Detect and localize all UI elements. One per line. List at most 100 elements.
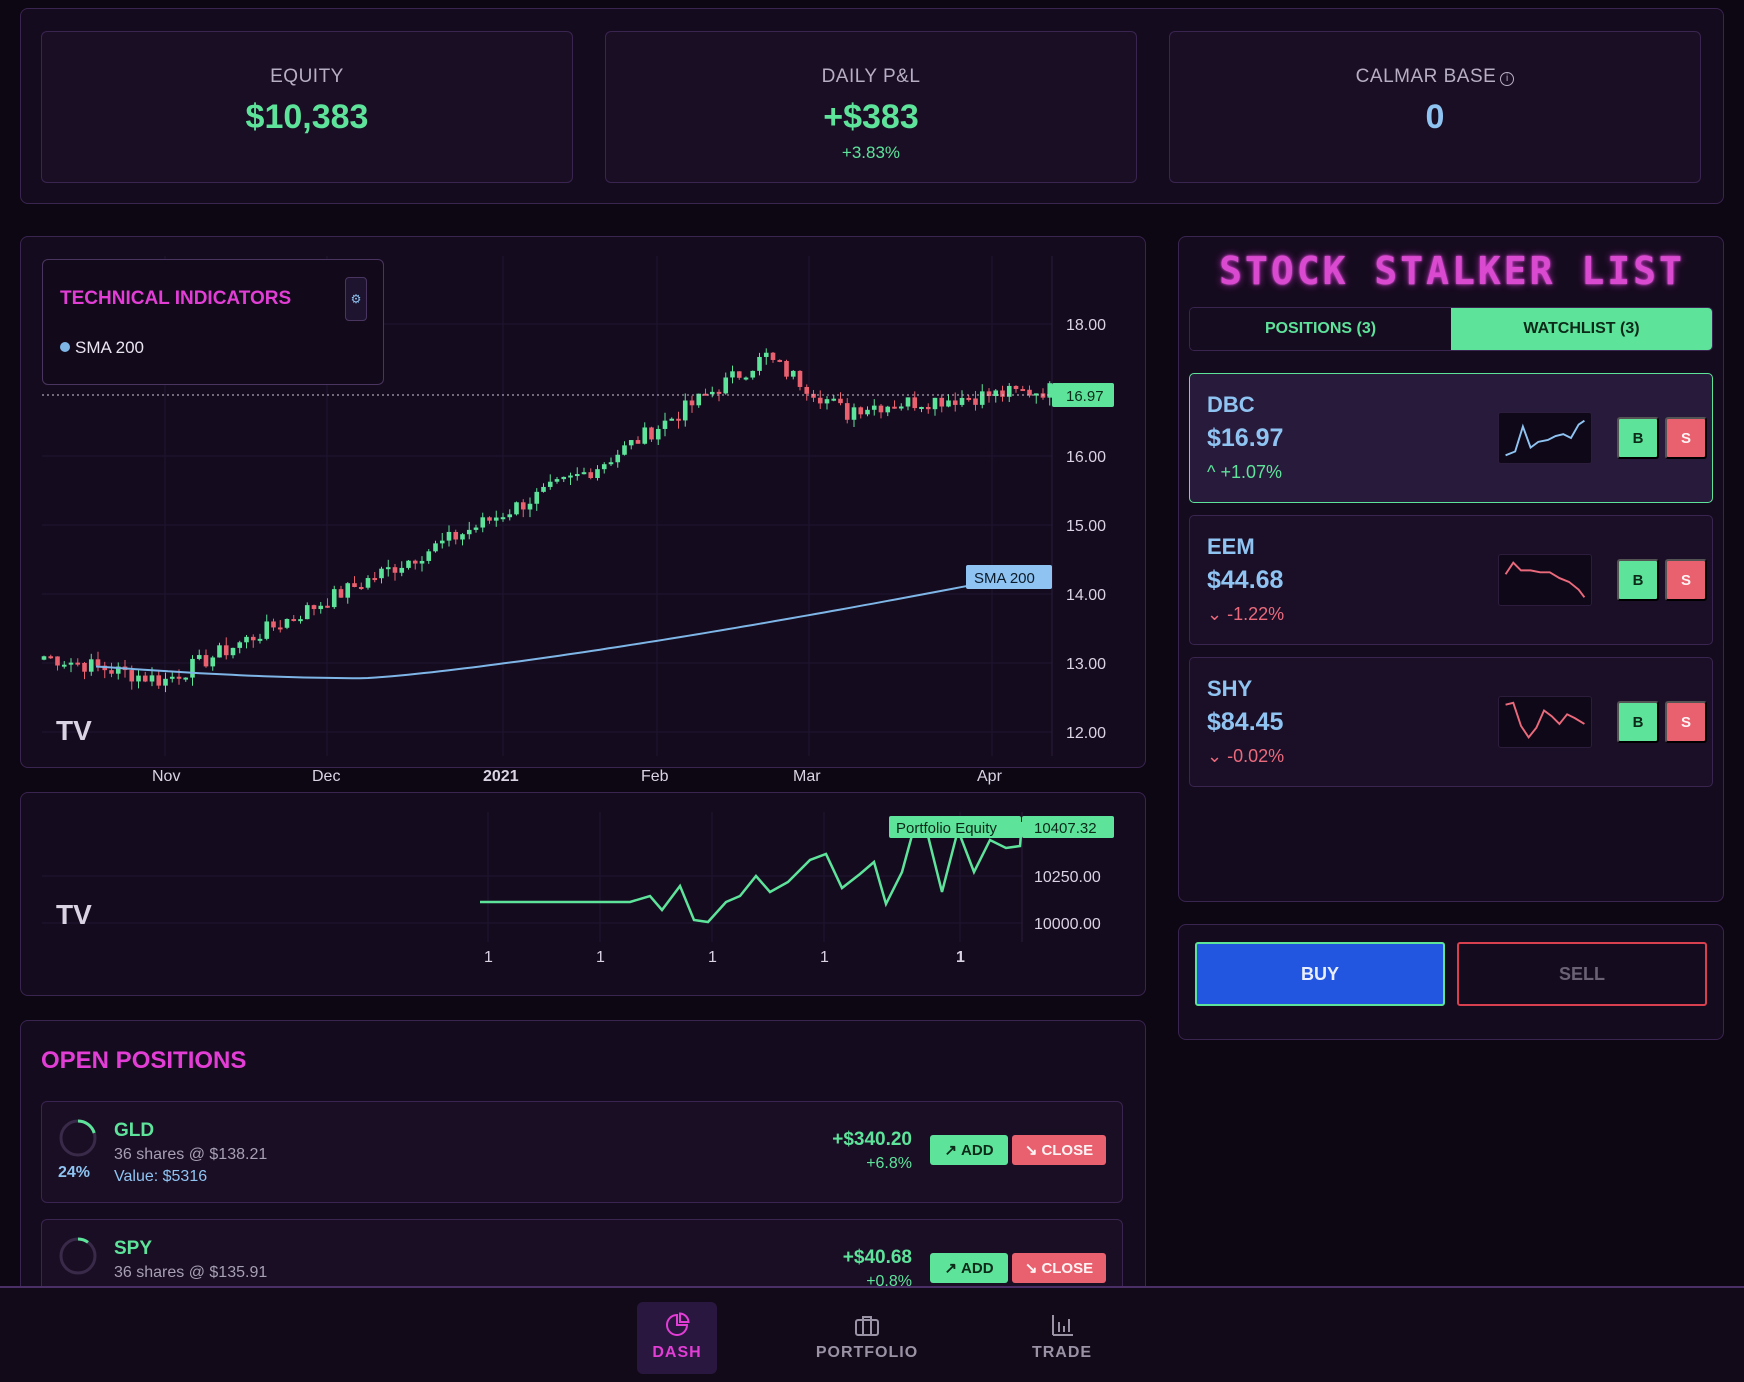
tradingview-logo-icon: TV <box>56 715 92 746</box>
stalker-tabs: POSITIONS (3) WATCHLIST (3) <box>1189 307 1713 351</box>
bar-chart-icon <box>1052 1315 1073 1336</box>
equity-series-label: Portfolio Equity <box>896 820 997 837</box>
position-row-gld[interactable]: 24% GLD 36 shares @ $138.21 Value: $5316… <box>41 1101 1123 1203</box>
stats-bar: EQUITY $10,383 DAILY P&L +$383 +3.83% CA… <box>20 8 1724 204</box>
sma-200-legend[interactable]: SMA 200 <box>60 338 144 358</box>
arrow-down-icon: ⌄ <box>1207 746 1223 766</box>
add-button[interactable]: ↗ ADD <box>930 1253 1008 1283</box>
watch-change-value: -1.22% <box>1227 604 1285 624</box>
watch-change: ^ +1.07% <box>1207 462 1282 483</box>
watchlist-item-eem[interactable]: EEM $44.68 ⌄ -1.22% B S <box>1189 515 1713 645</box>
watch-change: ⌄ -0.02% <box>1207 746 1284 767</box>
watch-change: ⌄ -1.22% <box>1207 604 1284 625</box>
buy-button[interactable]: BUY <box>1195 942 1445 1006</box>
daily-pnl-label: DAILY P&L <box>821 66 921 87</box>
y-tick: 10000.00 <box>1034 916 1101 933</box>
equity-last-value-tag <box>1022 816 1114 838</box>
portfolio-equity-line <box>480 821 1024 924</box>
equity-chart[interactable]: Portfolio Equity 10407.32 10250.00 10000… <box>20 792 1146 996</box>
order-panel: BUY SELL <box>1178 924 1724 1040</box>
gear-icon[interactable]: ⚙ <box>345 277 367 321</box>
trending-down-icon: ↘ <box>1024 1142 1038 1159</box>
position-pnl: +$40.68 <box>842 1247 912 1268</box>
quick-sell-button[interactable]: S <box>1665 559 1707 601</box>
position-symbol: SPY <box>114 1238 153 1259</box>
info-icon[interactable]: i <box>1500 72 1515 86</box>
quick-sell-button[interactable]: S <box>1665 417 1707 459</box>
position-symbol: GLD <box>114 1120 155 1141</box>
tradingview-logo-icon: TV <box>56 899 92 930</box>
nav-trade[interactable]: TRADE <box>1022 1302 1102 1374</box>
trending-down-icon: ↘ <box>1024 1260 1038 1277</box>
position-shares: 36 shares @ $135.91 <box>114 1264 268 1281</box>
equity-value: $10,383 <box>245 98 369 136</box>
daily-pnl-percent: +3.83% <box>841 143 901 162</box>
trending-up-icon: ↗ <box>944 1260 958 1277</box>
current-price-label: 16.97 <box>1066 388 1104 405</box>
calmar-value: 0 <box>1425 98 1445 136</box>
position-pnl-percent: +0.8% <box>866 1273 912 1290</box>
watchlist-item-shy[interactable]: SHY $84.45 ⌄ -0.02% B S <box>1189 657 1713 787</box>
equity-card: EQUITY $10,383 <box>41 31 573 183</box>
close-label: CLOSE <box>1041 1259 1094 1277</box>
sell-button[interactable]: SELL <box>1457 942 1707 1006</box>
quick-buy-button[interactable]: B <box>1617 701 1659 743</box>
x-tick: Feb <box>641 768 669 785</box>
sparkline <box>1498 554 1592 606</box>
y-tick: 13.00 <box>1066 656 1106 673</box>
watch-change-value: -0.02% <box>1227 746 1285 766</box>
nav-dash[interactable]: DASH <box>637 1302 717 1374</box>
sma-tag-label: SMA 200 <box>974 570 1035 587</box>
watchlist-item-dbc[interactable]: DBC $16.97 ^ +1.07% B S <box>1189 373 1713 503</box>
y-tick: 18.00 <box>1066 317 1106 334</box>
watch-price: $16.97 <box>1207 424 1284 452</box>
x-tick: Nov <box>152 768 180 785</box>
y-tick: 12.00 <box>1066 725 1106 742</box>
daily-pnl-card: DAILY P&L +$383 +3.83% <box>605 31 1137 183</box>
close-button[interactable]: ↘ CLOSE <box>1012 1135 1106 1165</box>
arrow-down-icon: ⌄ <box>1207 604 1223 624</box>
nav-dash-label: DASH <box>652 1344 702 1361</box>
tab-positions[interactable]: POSITIONS (3) <box>1190 308 1451 350</box>
x-tick: 1 <box>708 949 717 966</box>
add-label: ADD <box>961 1259 994 1277</box>
bottom-nav: DASH PORTFOLIO TRADE <box>0 1286 1744 1382</box>
y-tick: 16.00 <box>1066 449 1106 466</box>
close-button[interactable]: ↘ CLOSE <box>1012 1253 1106 1283</box>
quick-buy-button[interactable]: B <box>1617 559 1659 601</box>
current-price-tag <box>1052 383 1114 407</box>
trending-up-icon: ↗ <box>944 1142 958 1159</box>
equity-series-tag <box>889 816 1021 838</box>
watch-symbol: SHY <box>1207 676 1253 701</box>
y-axis: 18.00 16.00 15.00 14.00 13.00 12.00 <box>1066 317 1106 742</box>
watch-price: $84.45 <box>1207 708 1284 736</box>
sma-200-line <box>95 581 985 680</box>
briefcase-icon <box>855 1316 879 1336</box>
calmar-label-text: CALMAR BASE <box>1355 66 1497 87</box>
stalker-title: STOCK STALKER LIST <box>1219 249 1685 293</box>
technical-indicators-box: TECHNICAL INDICATORS ⚙ SMA 200 <box>42 259 384 385</box>
stock-stalker-panel: STOCK STALKER LIST POSITIONS (3) WATCHLI… <box>1178 236 1724 902</box>
watch-price: $44.68 <box>1207 566 1284 594</box>
y-tick: 10250.00 <box>1034 869 1101 886</box>
quick-sell-button[interactable]: S <box>1665 701 1707 743</box>
quick-buy-button[interactable]: B <box>1617 417 1659 459</box>
candlestick-series <box>41 348 1053 693</box>
nav-portfolio[interactable]: PORTFOLIO <box>807 1302 927 1374</box>
equity-label: EQUITY <box>270 66 344 87</box>
x-tick: 1 <box>484 949 493 966</box>
sparkline <box>1498 696 1592 748</box>
y-tick: 15.00 <box>1066 518 1106 535</box>
x-tick: Dec <box>312 768 340 785</box>
x-tick: 1 <box>956 949 965 966</box>
add-button[interactable]: ↗ ADD <box>930 1135 1008 1165</box>
calmar-label: CALMAR BASE i <box>1170 66 1700 88</box>
position-pnl-percent: +6.8% <box>866 1155 912 1172</box>
arrow-up-icon: ^ <box>1207 462 1216 482</box>
x-tick: 2021 <box>483 768 519 785</box>
x-tick: 1 <box>820 949 829 966</box>
tab-watchlist[interactable]: WATCHLIST (3) <box>1451 308 1712 350</box>
watch-symbol: EEM <box>1207 534 1255 559</box>
sma-dot-icon <box>60 342 70 352</box>
price-chart[interactable]: 18.00 16.00 15.00 14.00 13.00 12.00 16.9… <box>20 236 1146 796</box>
